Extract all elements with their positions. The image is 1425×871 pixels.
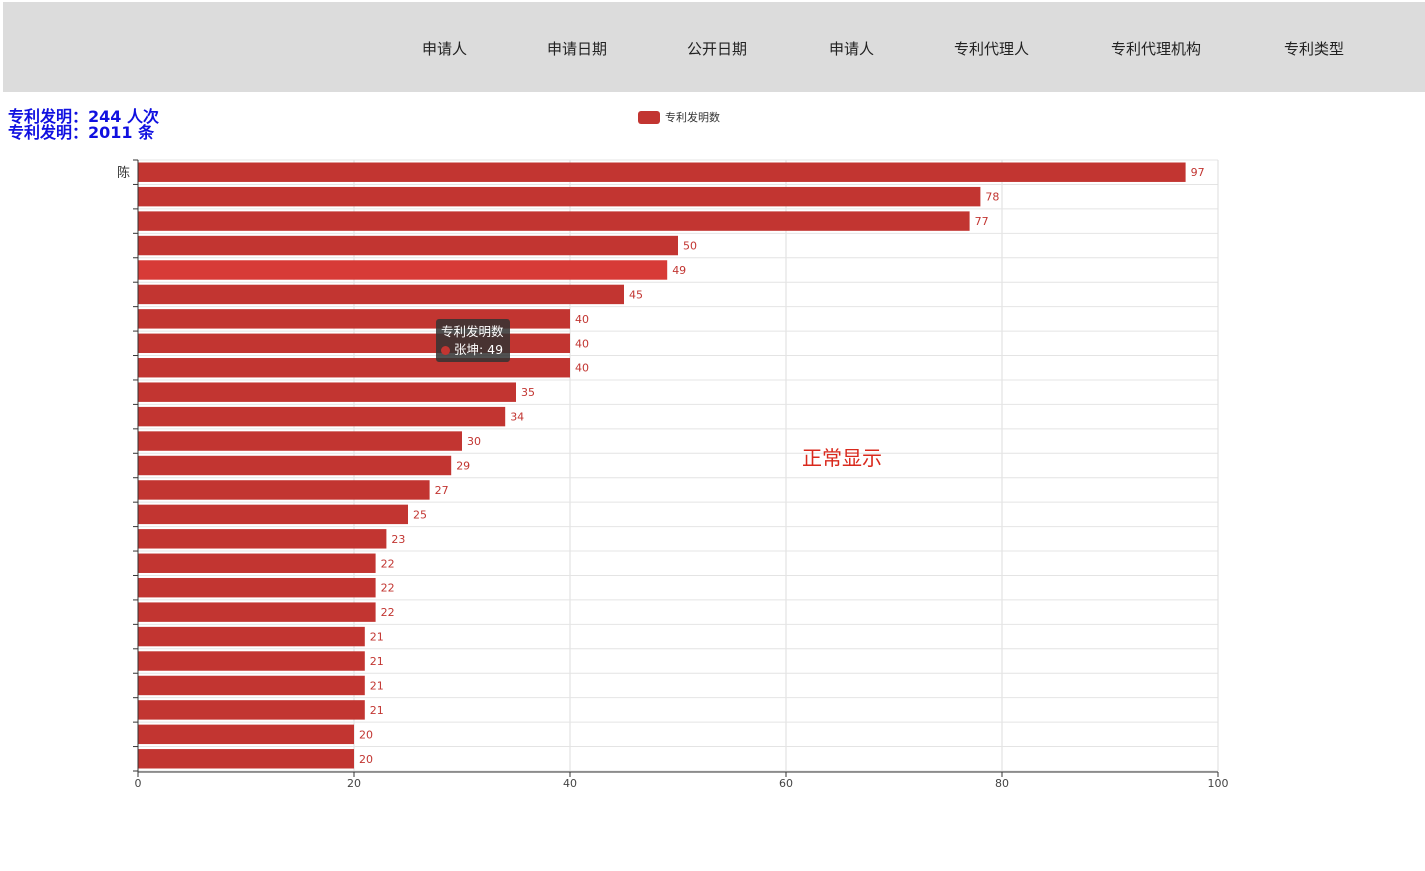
bar[interactable] (138, 577, 376, 598)
bar[interactable] (138, 455, 452, 476)
x-tick-label: 20 (347, 777, 361, 790)
x-tick-label: 40 (563, 777, 577, 790)
bar-value-label: 20 (359, 753, 373, 766)
stats-record-count: 专利发明：2011 条 (8, 123, 155, 142)
bar-value-label: 40 (575, 337, 589, 350)
bar[interactable] (138, 235, 678, 256)
nav-item-applicant-2[interactable]: 申请人 (829, 40, 875, 58)
nav-item-application-date[interactable]: 申请日期 (547, 40, 608, 58)
x-tick-label: 100 (1208, 777, 1229, 790)
x-tick-label: 60 (779, 777, 793, 790)
nav-item-applicant[interactable]: 申请人 (422, 40, 468, 58)
tooltip-entry-row: 张坤: 49 (441, 341, 504, 359)
bar-value-label: 21 (370, 679, 384, 692)
bar-value-label: 77 (975, 215, 989, 228)
nav-item-publication-date[interactable]: 公开日期 (687, 40, 748, 58)
x-tick-label: 80 (995, 777, 1009, 790)
bar-value-label: 22 (381, 582, 395, 595)
bar[interactable] (138, 651, 365, 671)
bar[interactable] (138, 700, 365, 720)
bar[interactable] (138, 382, 516, 402)
bar-value-label: 45 (629, 288, 643, 301)
nav-item-patent-type[interactable]: 专利类型 (1284, 40, 1345, 58)
patent-stats: 专利发明：244 人次 专利发明：2011 条 (8, 109, 159, 141)
status-message: 正常显示 (802, 446, 882, 470)
bar-value-label: 22 (381, 557, 395, 570)
bar-value-label: 78 (985, 191, 999, 204)
bar[interactable] (138, 186, 981, 207)
tooltip-title: 专利发明数 (441, 324, 504, 339)
bar-value-label: 25 (413, 508, 427, 521)
bar-value-label: 40 (575, 313, 589, 326)
bar[interactable] (138, 406, 506, 427)
bar[interactable] (138, 553, 376, 573)
bar-value-label: 30 (467, 435, 481, 448)
bar[interactable] (138, 529, 387, 549)
bar-value-label: 35 (521, 386, 535, 399)
bar-value-label: 20 (359, 728, 373, 741)
bar-value-label: 22 (381, 606, 395, 619)
legend-label: 专利发明数 (665, 111, 720, 124)
bar-value-label: 29 (456, 460, 470, 473)
bar-value-label: 21 (370, 655, 384, 668)
bar[interactable] (138, 358, 570, 378)
chart-legend[interactable]: 专利发明数 (638, 109, 720, 125)
bar[interactable] (138, 626, 365, 647)
category-label: 陈 (117, 165, 130, 181)
chart-tooltip: 专利发明数 张坤: 49 (436, 319, 510, 362)
stats-person-count: 专利发明：244 人次 (8, 107, 159, 126)
bar-value-label: 34 (510, 411, 524, 424)
bar[interactable] (138, 602, 376, 622)
bar[interactable] (138, 504, 408, 525)
bar[interactable] (138, 211, 970, 231)
bar-value-label: 49 (672, 264, 686, 277)
bar[interactable] (138, 162, 1186, 182)
tooltip-entry: 张坤: 49 (454, 342, 504, 357)
bar-value-label: 50 (683, 240, 697, 253)
bar-value-label: 40 (575, 362, 589, 375)
bar-value-label: 21 (370, 704, 384, 717)
bar[interactable] (138, 724, 354, 745)
bar[interactable] (138, 675, 365, 696)
tooltip-series-dot (441, 346, 450, 355)
bar-value-label: 27 (435, 484, 449, 497)
nav-item-patent-agent[interactable]: 专利代理人 (954, 40, 1030, 58)
top-nav-bar: 申请人 申请日期 公开日期 申请人 专利代理人 专利代理机构 专利类型 (3, 2, 1425, 92)
bar-value-label: 23 (391, 533, 405, 546)
bar-value-label: 97 (1191, 166, 1205, 179)
bar[interactable] (138, 431, 462, 451)
bar[interactable] (138, 284, 624, 305)
bar[interactable] (138, 260, 668, 280)
legend-swatch (638, 110, 660, 124)
bar[interactable] (138, 749, 354, 769)
bar[interactable] (138, 480, 430, 500)
x-tick-label: 0 (135, 777, 142, 790)
nav-item-patent-agency[interactable]: 专利代理机构 (1111, 40, 1202, 58)
bar-value-label: 21 (370, 631, 384, 644)
